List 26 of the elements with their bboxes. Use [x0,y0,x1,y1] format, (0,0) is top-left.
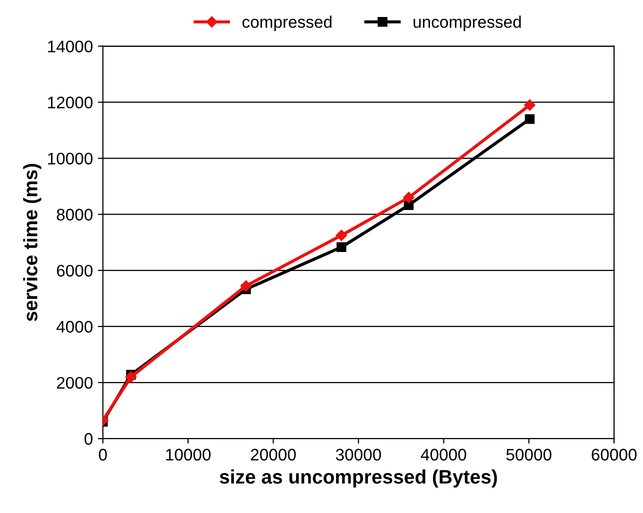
point [336,230,348,241]
y-tick-label: 10000 [48,152,93,164]
point [524,99,536,111]
y-tick-label: 0 [84,433,93,445]
x-tick-label: 50000 [506,448,552,461]
y-tick-label: 12000 [48,96,93,108]
y-tick-label: 8000 [56,208,93,221]
point [125,371,137,383]
x-axis-title: size as uncompressed (Bytes) [220,469,497,488]
y-axis-title: service time (ms) [23,164,42,322]
y-tick-label: 2000 [56,376,93,389]
x-tick-label: 10000 [166,448,211,461]
legend-label: compressed [242,16,332,32]
y-tick-label: 4000 [56,320,93,333]
point [524,114,535,124]
y-tick-label: 14000 [48,40,93,52]
x-tick-label: 20000 [250,448,296,461]
point [240,280,252,292]
point [336,242,346,252]
x-tick-label: 40000 [420,448,466,461]
legend-label: uncompressed [414,16,521,32]
point [403,192,414,204]
y-tick-label: 6000 [56,264,93,277]
x-tick-label: 60000 [592,448,637,461]
x-tick-label: 0 [98,448,107,461]
x-tick-label: 30000 [336,448,381,461]
